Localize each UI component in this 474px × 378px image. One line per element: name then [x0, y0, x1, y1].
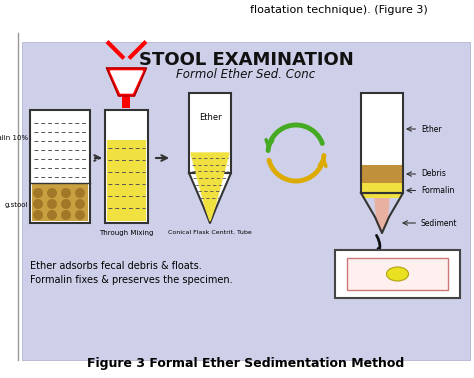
Bar	[32, 183, 88, 221]
Bar	[105, 110, 148, 223]
Text: Formol Ether Sed. Conc: Formol Ether Sed. Conc	[176, 68, 316, 82]
Circle shape	[75, 188, 85, 198]
Polygon shape	[375, 198, 389, 233]
Circle shape	[61, 210, 71, 220]
Polygon shape	[189, 173, 231, 223]
Polygon shape	[110, 71, 143, 93]
Bar	[107, 140, 146, 221]
Text: Conical Flask Centrit. Tube: Conical Flask Centrit. Tube	[168, 231, 252, 235]
Bar	[362, 93, 402, 165]
Circle shape	[47, 199, 57, 209]
Text: Ether: Ether	[407, 124, 442, 133]
Bar	[122, 95, 130, 108]
Bar	[347, 258, 448, 290]
Text: Ether adsorbs fecal debris & floats.: Ether adsorbs fecal debris & floats.	[30, 261, 202, 271]
Text: Sediment: Sediment	[403, 218, 457, 228]
Circle shape	[61, 188, 71, 198]
Circle shape	[47, 188, 57, 198]
Bar	[361, 93, 403, 193]
Text: Formalin fixes & preserves the specimen.: Formalin fixes & preserves the specimen.	[30, 275, 233, 285]
Circle shape	[33, 199, 43, 209]
Text: Ether: Ether	[199, 113, 221, 122]
Circle shape	[75, 210, 85, 220]
Text: Through Mixing: Through Mixing	[100, 230, 154, 236]
Bar	[189, 93, 231, 173]
Text: Figure 3 Formal Ether Sedimentation Method: Figure 3 Formal Ether Sedimentation Meth…	[87, 357, 405, 370]
Text: Debris: Debris	[407, 169, 446, 178]
Circle shape	[75, 199, 85, 209]
Bar	[22, 42, 470, 360]
Polygon shape	[191, 153, 229, 221]
Circle shape	[33, 188, 43, 198]
Bar	[335, 250, 460, 298]
Circle shape	[61, 199, 71, 209]
Polygon shape	[107, 68, 146, 96]
Text: Formalin 10%: Formalin 10%	[0, 135, 28, 141]
Text: g.stool: g.stool	[4, 202, 28, 208]
Text: floatation technique). (Figure 3): floatation technique). (Figure 3)	[250, 5, 428, 15]
Text: STOOL EXAMINATION: STOOL EXAMINATION	[138, 51, 354, 69]
Circle shape	[47, 210, 57, 220]
Circle shape	[33, 210, 43, 220]
Bar	[362, 183, 402, 198]
Text: Formalin: Formalin	[407, 186, 455, 195]
Bar	[362, 165, 402, 183]
Ellipse shape	[386, 267, 409, 281]
Bar	[30, 110, 90, 223]
